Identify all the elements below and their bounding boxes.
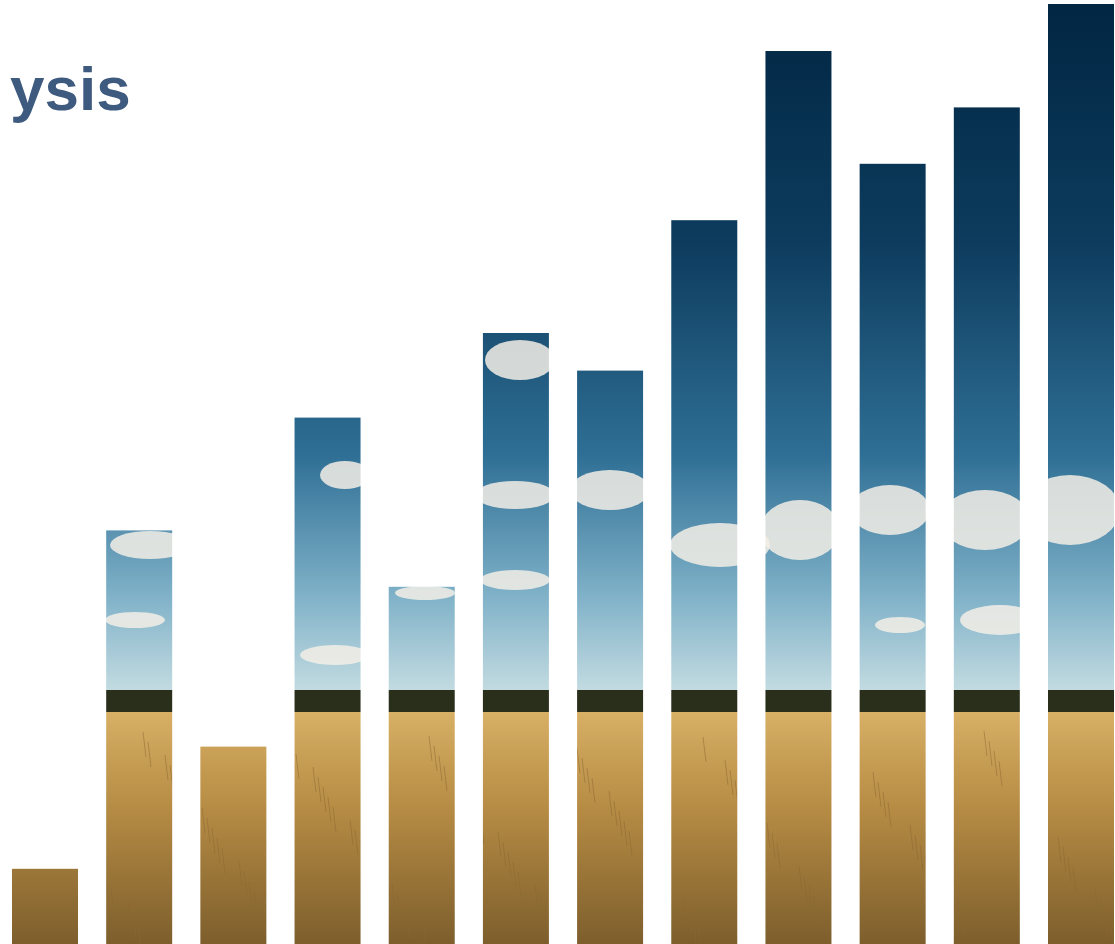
bar [483,333,549,944]
bar [765,51,831,944]
bars [12,4,1114,944]
bar [671,220,737,944]
bar [12,869,78,944]
bar [106,530,172,944]
chart: ysis [0,0,1115,944]
bar [295,418,361,944]
bar [860,164,926,944]
bar [389,587,455,944]
bar [954,107,1020,944]
bar [1048,4,1114,944]
bar [200,747,266,944]
bar [577,371,643,944]
title: ysis [10,54,131,123]
